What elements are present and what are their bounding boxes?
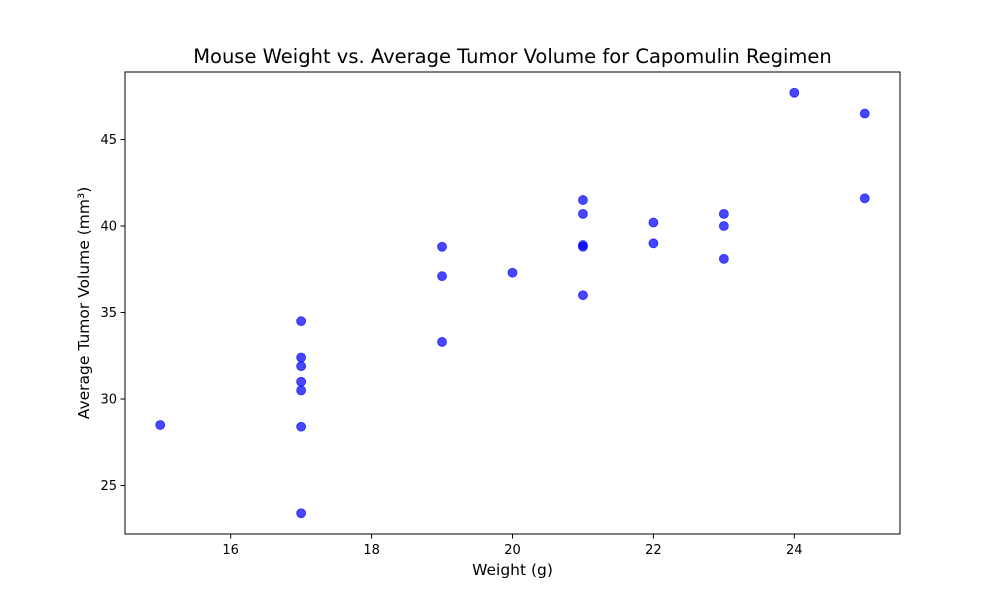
data-point (859, 108, 870, 119)
data-point (155, 420, 166, 430)
x-axis-label: Weight (g) (472, 561, 553, 579)
data-point (859, 193, 870, 204)
data-point (507, 267, 518, 278)
x-tick-label: 22 (645, 543, 662, 558)
data-point (437, 271, 447, 282)
x-tick-label: 24 (786, 543, 803, 558)
data-point (296, 376, 307, 387)
y-tick-label: 30 (100, 393, 117, 408)
data-point (789, 87, 800, 98)
data-point (718, 208, 729, 219)
plot-area-frame (124, 71, 901, 535)
data-point (296, 508, 307, 519)
data-point (296, 316, 307, 327)
data-point (296, 421, 307, 432)
data-point (437, 337, 447, 347)
data-point (648, 238, 659, 249)
data-point (718, 253, 729, 264)
data-point (296, 361, 307, 372)
data-point (648, 217, 659, 228)
x-tick-label: 18 (363, 543, 380, 558)
data-point (578, 241, 588, 252)
chart-title: Mouse Weight vs. Average Tumor Volume fo… (193, 45, 832, 68)
y-tick-label: 45 (100, 133, 117, 148)
data-point (718, 221, 729, 231)
data-point (578, 195, 588, 205)
data-point (437, 241, 447, 252)
data-point (296, 385, 307, 396)
axis-ticks: 16 18 20 22 24 25 30 35 40 45 (100, 133, 802, 558)
x-tick-label: 16 (222, 543, 239, 558)
x-tick-label: 20 (504, 543, 521, 558)
y-tick-label: 35 (100, 306, 117, 321)
y-tick-label: 25 (100, 479, 117, 494)
y-tick-label: 40 (100, 220, 117, 235)
y-axis-label: Average Tumor Volume (mm³) (75, 187, 93, 419)
data-points (155, 87, 870, 519)
data-point (578, 290, 588, 301)
data-point (296, 352, 307, 363)
data-point (578, 208, 588, 219)
